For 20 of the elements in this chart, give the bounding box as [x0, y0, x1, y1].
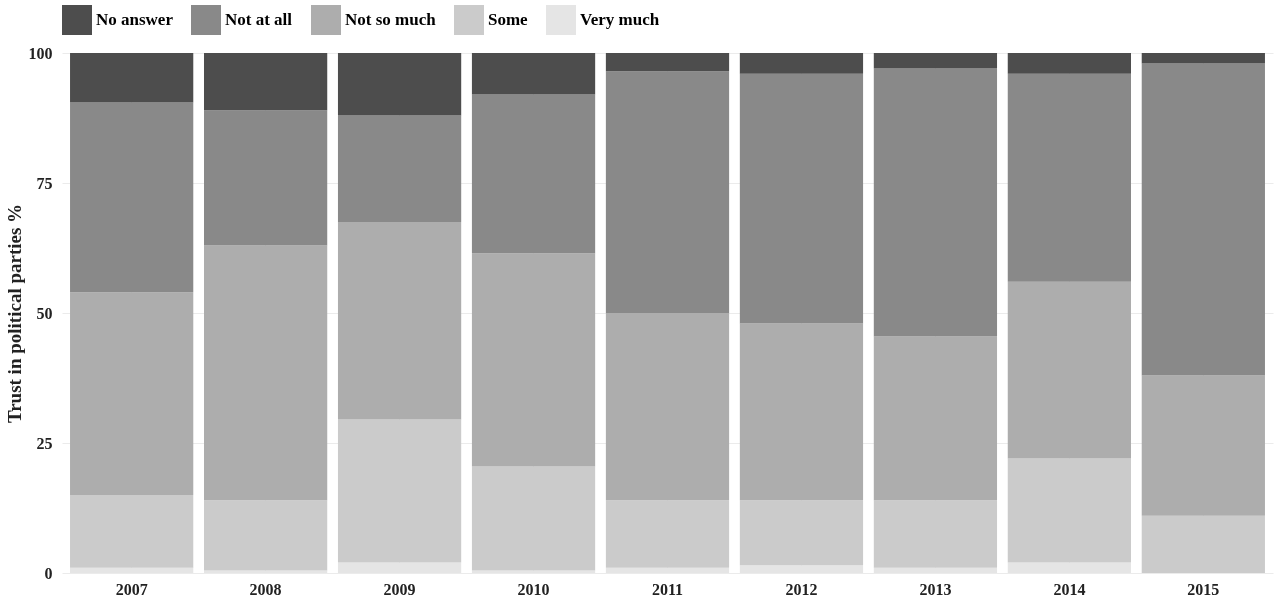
x-tick-label: 2008	[249, 580, 282, 598]
x-tick-label: 2013	[919, 580, 952, 598]
x-tick-label: 2009	[383, 580, 416, 598]
x-tick-label: 2015	[1187, 580, 1220, 598]
x-tick-label: 2012	[785, 580, 818, 598]
x-tick-label: 2014	[1053, 580, 1086, 598]
legend-label: Not so much	[345, 10, 437, 29]
x-tick-label: 2007	[115, 580, 148, 598]
x-tick-label: 2010	[517, 580, 550, 598]
legend-label: Some	[488, 10, 529, 29]
y-tick-label: 50	[36, 304, 53, 322]
x-tick-label: 2011	[651, 580, 684, 598]
legend-label: Very much	[580, 10, 660, 29]
y-axis-title: Trust in political parties %	[3, 203, 25, 424]
y-tick-label: 0	[44, 564, 53, 582]
legend-label: Not at all	[225, 10, 293, 29]
y-tick-label: 100	[28, 44, 53, 62]
y-tick-label: 25	[36, 434, 53, 452]
legend-label: No answer	[96, 10, 174, 29]
y-tick-label: 75	[36, 174, 53, 192]
